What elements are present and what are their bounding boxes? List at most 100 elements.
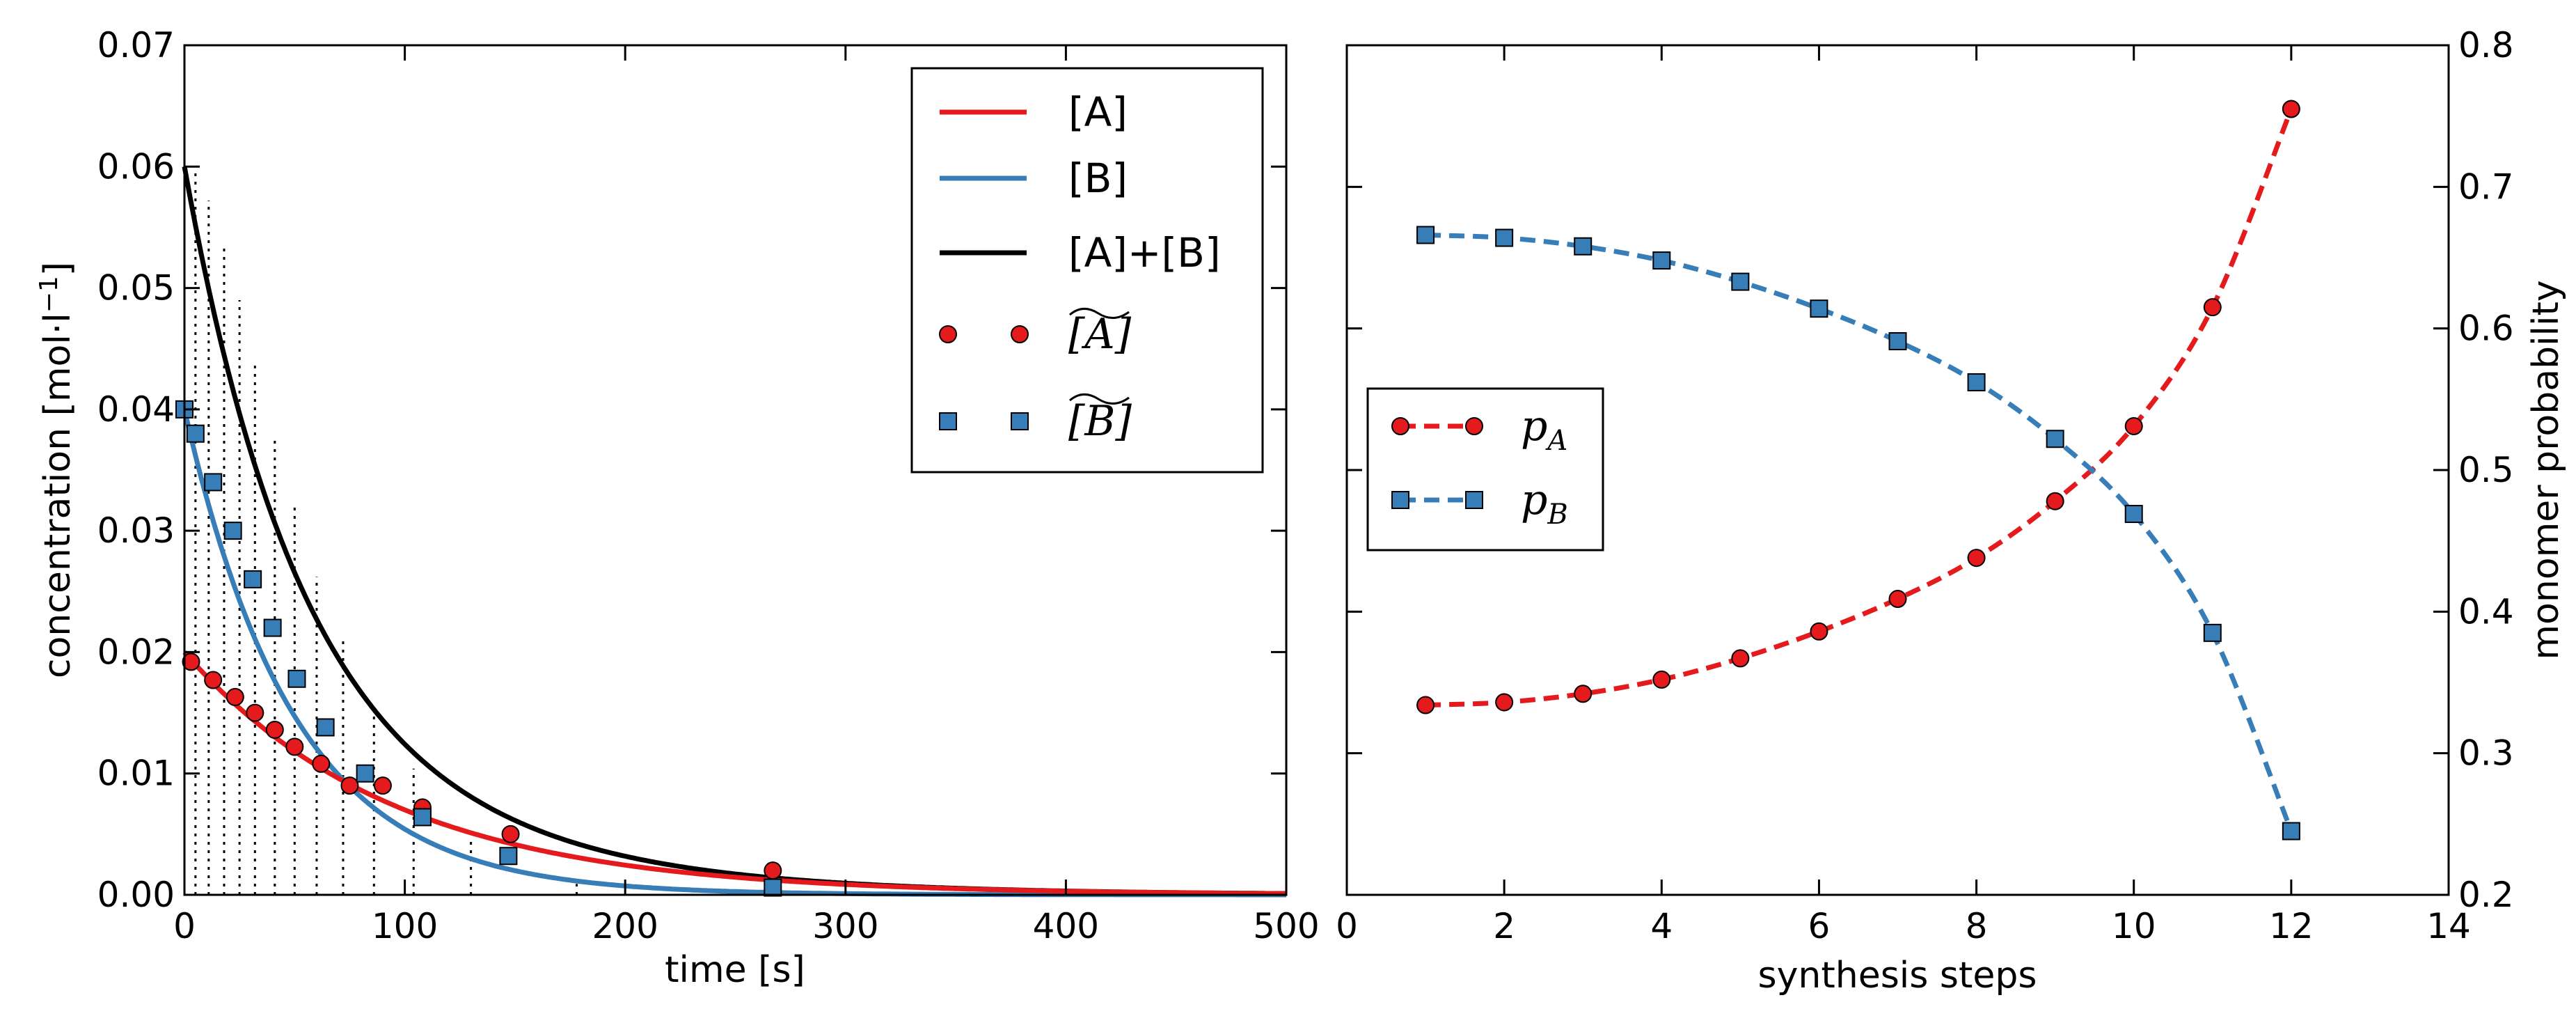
concentration-y-axis-label: concentration [mol·l−1] bbox=[35, 262, 79, 678]
legend-label-sum: [A]+[B] bbox=[1068, 229, 1221, 276]
legend-marker-pa-1 bbox=[1391, 417, 1409, 435]
pa-point bbox=[1495, 693, 1514, 712]
concentration-plot-frame bbox=[183, 44, 1288, 896]
concentration-ticks: 0 100 200 300 400 500 0.00 0.01 0.02 0.03 0.04 0.05… bbox=[97, 25, 1320, 946]
a-tilde-point bbox=[340, 776, 359, 795]
concentration-chart: 0 100 200 300 400 500 0.00 0.01 0.02 0.03 0.04 0.05… bbox=[35, 25, 1320, 991]
b-tilde-point bbox=[316, 718, 335, 737]
pb-point bbox=[1495, 228, 1514, 247]
pb-point bbox=[2124, 505, 2143, 524]
x-tick-label: 400 bbox=[1033, 906, 1099, 946]
x-tick-label: 0 bbox=[173, 906, 196, 946]
legend-tilde-a-icon bbox=[1069, 308, 1130, 319]
a-tilde-point bbox=[226, 687, 244, 706]
concentration-x-axis-label: time [s] bbox=[665, 949, 805, 991]
pa-point bbox=[1574, 685, 1593, 703]
concentration-legend-box bbox=[910, 67, 1264, 474]
pb-point bbox=[2203, 623, 2222, 642]
a-tilde-point bbox=[312, 754, 331, 773]
a-tilde-point bbox=[246, 703, 264, 722]
legend-marker-b-tilde-2 bbox=[1011, 412, 1029, 430]
b-tilde-point bbox=[287, 669, 306, 688]
pa-point bbox=[1888, 590, 1907, 609]
legend-marker-a-tilde-2 bbox=[1011, 325, 1029, 343]
pa-point bbox=[2046, 492, 2064, 510]
y-tick-label: 0.03 bbox=[97, 510, 175, 551]
b-tilde-point bbox=[204, 473, 223, 492]
probability-series-layer bbox=[1416, 100, 2300, 841]
legend-label-pb-main: p bbox=[1521, 476, 1547, 524]
b-tilde-point bbox=[499, 847, 518, 866]
probability-x-axis-label: synthesis steps bbox=[1758, 955, 2037, 997]
y-tick-label: 0.4 bbox=[2458, 591, 2514, 632]
pa-point bbox=[1810, 622, 1828, 641]
y-tick-label: 0.00 bbox=[97, 875, 175, 915]
pa-point bbox=[1967, 549, 1986, 568]
a-tilde-point bbox=[764, 861, 782, 880]
pa-point bbox=[1652, 670, 1671, 689]
x-tick-label: 100 bbox=[372, 906, 438, 946]
pb-point bbox=[2282, 822, 2300, 841]
pb-point bbox=[1416, 226, 1435, 244]
pa-point bbox=[1731, 649, 1750, 668]
pb-point bbox=[1967, 373, 1986, 391]
pb-point bbox=[1731, 272, 1750, 291]
legend-marker-a-tilde-1 bbox=[939, 325, 957, 343]
b-tilde-point bbox=[263, 618, 282, 637]
legend-marker-pb-1 bbox=[1391, 491, 1409, 509]
legend-label-a: [A] bbox=[1068, 88, 1128, 136]
x-tick-label: 200 bbox=[592, 906, 658, 946]
x-tick-label: 2 bbox=[1493, 906, 1515, 946]
y-tick-label: 0.05 bbox=[97, 268, 175, 308]
b-tilde-point bbox=[244, 570, 262, 588]
legend-label-pb: pB bbox=[1521, 476, 1568, 531]
a-tilde-point bbox=[373, 776, 392, 795]
probability-ticks: 0 2 4 6 8 10 12 140.2 0.3 0.4 0.5 0.6 0.7 0.8 bbox=[1336, 25, 2513, 946]
concentration-y-label-exponent: −1 bbox=[35, 276, 63, 313]
x-tick-label: 8 bbox=[1966, 906, 1988, 946]
a-tilde-point bbox=[501, 824, 520, 843]
legend-label-a-tilde: [A] bbox=[1068, 310, 1132, 359]
legend-label-b-tilde-letter: B bbox=[1084, 397, 1115, 446]
x-tick-label: 12 bbox=[2269, 906, 2314, 946]
y-tick-label: 0.07 bbox=[97, 25, 175, 65]
pa-point bbox=[2203, 298, 2222, 317]
pb-point bbox=[1888, 331, 1907, 350]
y-tick-label: 0.2 bbox=[2458, 875, 2514, 915]
pa-point bbox=[2124, 416, 2143, 435]
x-tick-label: 500 bbox=[1253, 906, 1319, 946]
y-tick-label: 0.6 bbox=[2458, 308, 2514, 349]
x-tick-label: 10 bbox=[2112, 906, 2156, 946]
x-tick-label: 0 bbox=[1336, 906, 1358, 946]
probability-y-axis-label: monomer probability bbox=[2525, 280, 2567, 659]
a-curve bbox=[182, 650, 1287, 896]
legend-marker-b-tilde-1 bbox=[939, 412, 957, 430]
pa-point bbox=[2282, 100, 2300, 118]
x-tick-label: 14 bbox=[2426, 906, 2471, 946]
b-tilde-point bbox=[356, 764, 374, 783]
y-tick-label: 0.5 bbox=[2458, 450, 2514, 490]
b-tilde-point bbox=[764, 878, 782, 897]
a-tilde-point bbox=[285, 737, 304, 756]
b-tilde-point bbox=[223, 522, 242, 540]
pb-point bbox=[1810, 299, 1828, 318]
concentration-y-label-main: concentration [mol·l bbox=[37, 313, 79, 678]
pb-point bbox=[1652, 251, 1671, 270]
concentration-legend: [A] [B] [A]+[B] [A] [B] bbox=[910, 67, 1264, 474]
legend-label-pa-main: p bbox=[1521, 402, 1547, 451]
y-tick-label: 0.3 bbox=[2458, 733, 2514, 774]
pb-point bbox=[1574, 237, 1593, 256]
legend-label-pa-sub: A bbox=[1544, 425, 1567, 457]
y-tick-label: 0.7 bbox=[2458, 166, 2514, 207]
legend-label-pa: pA bbox=[1521, 402, 1567, 457]
a-tilde-point bbox=[204, 671, 223, 689]
a-tilde-point bbox=[265, 720, 284, 739]
probability-legend: pA pB bbox=[1366, 387, 1604, 552]
y-tick-label: 0.04 bbox=[97, 389, 175, 430]
x-tick-label: 6 bbox=[1808, 906, 1831, 946]
b-tilde-point bbox=[186, 424, 205, 443]
legend-marker-pb-2 bbox=[1465, 491, 1483, 509]
legend-label-b-tilde: [B] bbox=[1068, 397, 1132, 446]
